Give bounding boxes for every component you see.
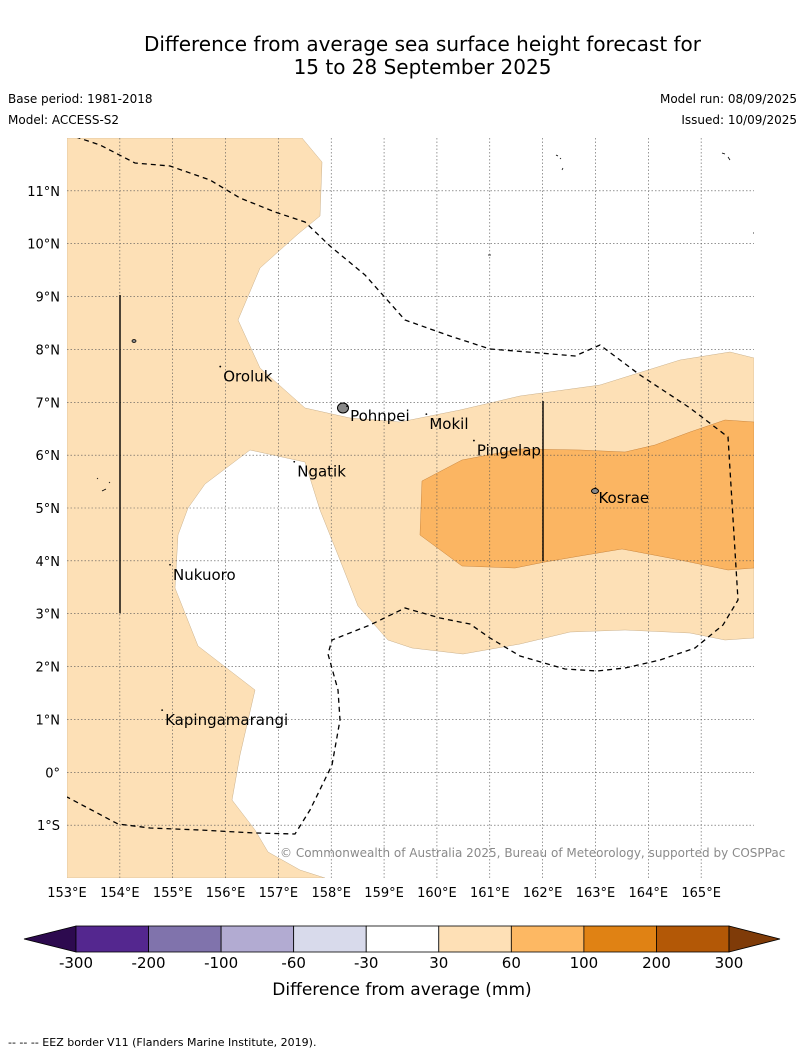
island-small-154e [131, 339, 137, 343]
island-pohnpei [337, 402, 349, 414]
place-label: Kapingamarangi [165, 711, 288, 729]
place-marker [169, 563, 171, 566]
colorbar-segment [75, 925, 149, 953]
colorbar: -300 -200 -100 -60 -30 30 60 100 200 300 [23, 925, 781, 972]
colorbar-tick-label: -30 [354, 954, 379, 972]
colorbar-tick-label: 300 [715, 954, 744, 972]
map-title: Difference from average sea surface heig… [0, 33, 804, 79]
model-name: Model: ACCESS-S2 [8, 113, 120, 127]
latitude-tick-label: 4°N [36, 555, 61, 570]
latitude-tick-label: 1°S [37, 819, 60, 834]
longitude-tick-label: 164°E [629, 886, 669, 901]
colorbar-segment [510, 925, 585, 953]
place-marker [161, 709, 164, 712]
place-labels: Oroluk Pohnpei Mokil Pingelap Ngatik Kosrae Nu… [161, 365, 649, 729]
colorbar-tick-label: -200 [132, 954, 166, 972]
longitude-tick-label: 158°E [311, 886, 351, 901]
colorbar-tick-label: 30 [429, 954, 448, 972]
eez-border-north [67, 138, 739, 835]
place-marker [594, 487, 597, 490]
colorbar-tick-label: 60 [502, 954, 521, 972]
longitude-tick-label: 157°E [259, 886, 299, 901]
latitude-tick-label: 6°N [36, 449, 61, 464]
place-marker [346, 405, 348, 408]
map-area: Oroluk Pohnpei Mokil Pingelap Ngatik Kosrae Nu… [67, 138, 754, 878]
colorbar-tick-label: 100 [570, 954, 599, 972]
colorbar-segment [220, 925, 295, 953]
graticule [67, 138, 754, 878]
colorbar-segment [438, 925, 512, 953]
latitude-tick-label: 11°N [27, 185, 60, 200]
longitude-tick-label: 154°E [100, 886, 140, 901]
colorbar-segment [583, 925, 657, 953]
latitude-tick-label: 2°N [36, 661, 61, 676]
place-marker [473, 439, 475, 442]
longitude-tick-label: 160°E [417, 886, 457, 901]
longitude-tick-label: 163°E [576, 886, 616, 901]
longitude-tick-label: 165°E [681, 886, 721, 901]
longitude-tick-label: 162°E [523, 886, 563, 901]
longitude-tick-label: 155°E [153, 886, 193, 901]
longitude-ticks: 153°E 154°E 155°E 156°E 157°E 158°E 159°E 160°E… [47, 886, 721, 901]
latitude-tick-label: 7°N [36, 396, 61, 411]
issued-date: Issued: 10/09/2025 [681, 113, 797, 127]
place-label: Ngatik [297, 463, 346, 481]
latitude-tick-label: 3°N [36, 608, 61, 623]
place-marker [219, 365, 222, 368]
anomaly-60-100-region [419, 419, 754, 571]
place-label: Kosrae [598, 489, 649, 507]
colorbar-tick-label: -300 [59, 954, 93, 972]
colorbar-segment [365, 925, 440, 953]
eez-footnote: -- -- -- EEZ border V11 (Flanders Marine… [8, 1036, 317, 1049]
colorbar-min-extension [23, 925, 77, 953]
island-kosrae [591, 488, 599, 494]
latitude-tick-label: 0° [45, 766, 60, 781]
longitude-tick-label: 159°E [364, 886, 404, 901]
longitude-tick-label: 161°E [470, 886, 510, 901]
colorbar-label: Difference from average (mm) [272, 980, 531, 1000]
place-label: Pingelap [477, 442, 541, 460]
latitude-tick-label: 9°N [36, 291, 61, 306]
latitude-tick-label: 10°N [27, 238, 60, 253]
title-line-1: Difference from average sea surface heig… [143, 32, 702, 56]
island-marks-northeast [96, 152, 754, 492]
colorbar-segment [656, 925, 730, 953]
colorbar-segment [293, 925, 367, 953]
place-label: Nukuoro [173, 566, 236, 584]
place-marker [293, 460, 296, 463]
place-label: Mokil [429, 415, 468, 433]
latitude-tick-label: 8°N [36, 343, 61, 358]
latitude-ticks: 11°N 10°N 9°N 8°N 7°N 6°N 5°N 4°N 3°N 2°N 1°N 0° 1°S [27, 185, 60, 834]
colorbar-tick-label: -60 [281, 954, 306, 972]
colorbar-max-extension [728, 925, 781, 953]
latitude-tick-label: 1°N [36, 713, 61, 728]
longitude-tick-label: 156°E [206, 886, 246, 901]
latitude-tick-label: 5°N [36, 502, 61, 517]
place-label: Oroluk [223, 368, 272, 386]
title-line-2: 15 to 28 September 2025 [293, 55, 552, 79]
longitude-tick-label: 153°E [47, 886, 87, 901]
model-run: Model run: 08/09/2025 [659, 92, 797, 106]
place-marker [425, 413, 428, 416]
colorbar-tick-label: -100 [204, 954, 238, 972]
colorbar-segment [148, 925, 222, 953]
copyright-credit: © Commonwealth of Australia 2025, Bureau… [280, 846, 786, 860]
base-period: Base period: 1981-2018 [8, 92, 153, 106]
place-label: Pohnpei [350, 407, 410, 425]
colorbar-tick-label: 200 [642, 954, 671, 972]
